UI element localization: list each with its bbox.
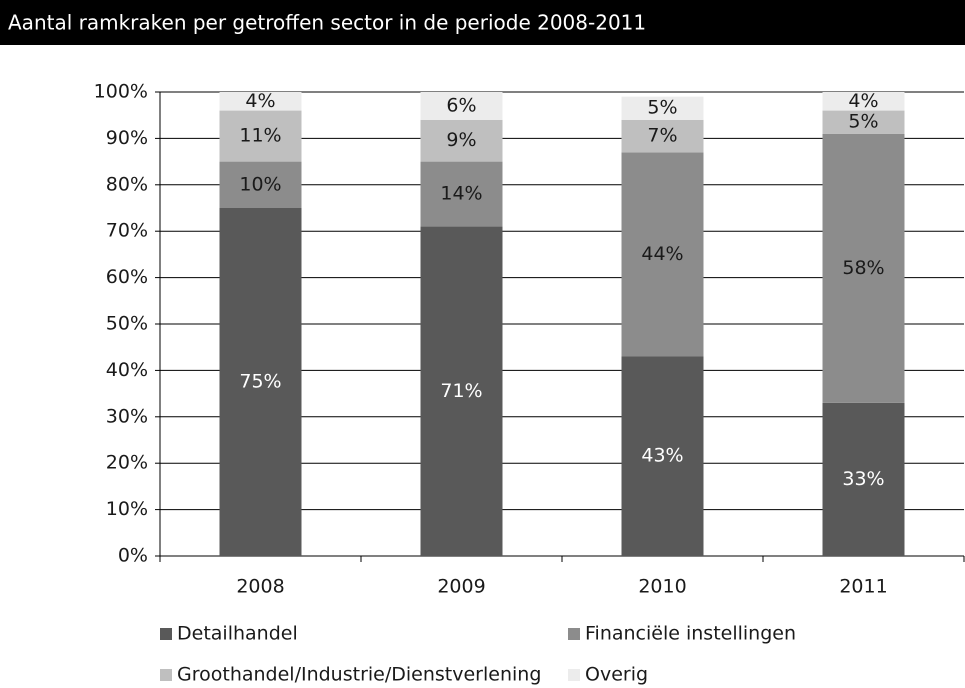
bar-segment	[219, 92, 302, 111]
bar-segment	[822, 92, 905, 111]
y-tick-label: 30%	[106, 405, 148, 427]
x-tick-label: 2011	[839, 576, 887, 598]
y-tick-label: 10%	[106, 498, 148, 520]
x-tick-label: 2008	[236, 576, 284, 598]
bar-segment	[621, 356, 704, 556]
data-label: 10%	[239, 173, 281, 195]
bar-segment	[621, 119, 704, 153]
bar-segment	[822, 402, 905, 556]
bar-segment	[420, 92, 503, 120]
legend-swatch	[160, 669, 172, 681]
data-label: 43%	[641, 445, 683, 467]
x-tick-label: 2009	[437, 576, 485, 598]
legend-swatch	[568, 669, 580, 681]
bar-segment	[420, 119, 503, 162]
data-label: 7%	[647, 125, 677, 147]
bar-segment	[219, 161, 302, 208]
legend-swatch	[568, 628, 580, 640]
y-tick-label: 0%	[118, 545, 148, 567]
legend-label: Detailhandel	[177, 623, 298, 645]
legend-label: Overig	[585, 664, 648, 686]
y-tick-label: 20%	[106, 452, 148, 474]
bar-segment	[219, 208, 302, 556]
bar-segment	[219, 110, 302, 162]
y-tick-label: 60%	[106, 266, 148, 288]
data-label: 71%	[440, 380, 482, 402]
data-label: 4%	[848, 90, 878, 112]
data-label: 44%	[641, 243, 683, 265]
data-label: 11%	[239, 125, 281, 147]
data-label: 75%	[239, 371, 281, 393]
data-label: 6%	[446, 94, 476, 116]
chart-title: Aantal ramkraken per getroffen sector in…	[8, 11, 646, 35]
bar-segment	[822, 133, 905, 403]
data-label: 9%	[446, 129, 476, 151]
bar-segment	[420, 161, 503, 227]
data-label: 14%	[440, 183, 482, 205]
y-tick-label: 50%	[106, 313, 148, 335]
bar-segment	[621, 152, 704, 357]
bar-segment	[822, 110, 905, 134]
data-label: 4%	[245, 90, 275, 112]
y-tick-label: 40%	[106, 359, 148, 381]
x-tick-label: 2010	[638, 576, 686, 598]
bar-segment	[420, 226, 503, 556]
data-label: 33%	[842, 468, 884, 490]
data-label: 58%	[842, 257, 884, 279]
legend-label: Groothandel/Industrie/Dienstverlening	[177, 664, 541, 686]
y-tick-label: 90%	[106, 127, 148, 149]
data-label: 5%	[848, 111, 878, 133]
legend-label: Financiële instellingen	[585, 623, 796, 645]
y-tick-label: 70%	[106, 220, 148, 242]
legend-swatch	[160, 628, 172, 640]
bar-segment	[621, 96, 704, 120]
y-tick-label: 100%	[94, 81, 148, 103]
data-label: 5%	[647, 97, 677, 119]
y-tick-label: 80%	[106, 173, 148, 195]
title-bar	[0, 0, 965, 45]
